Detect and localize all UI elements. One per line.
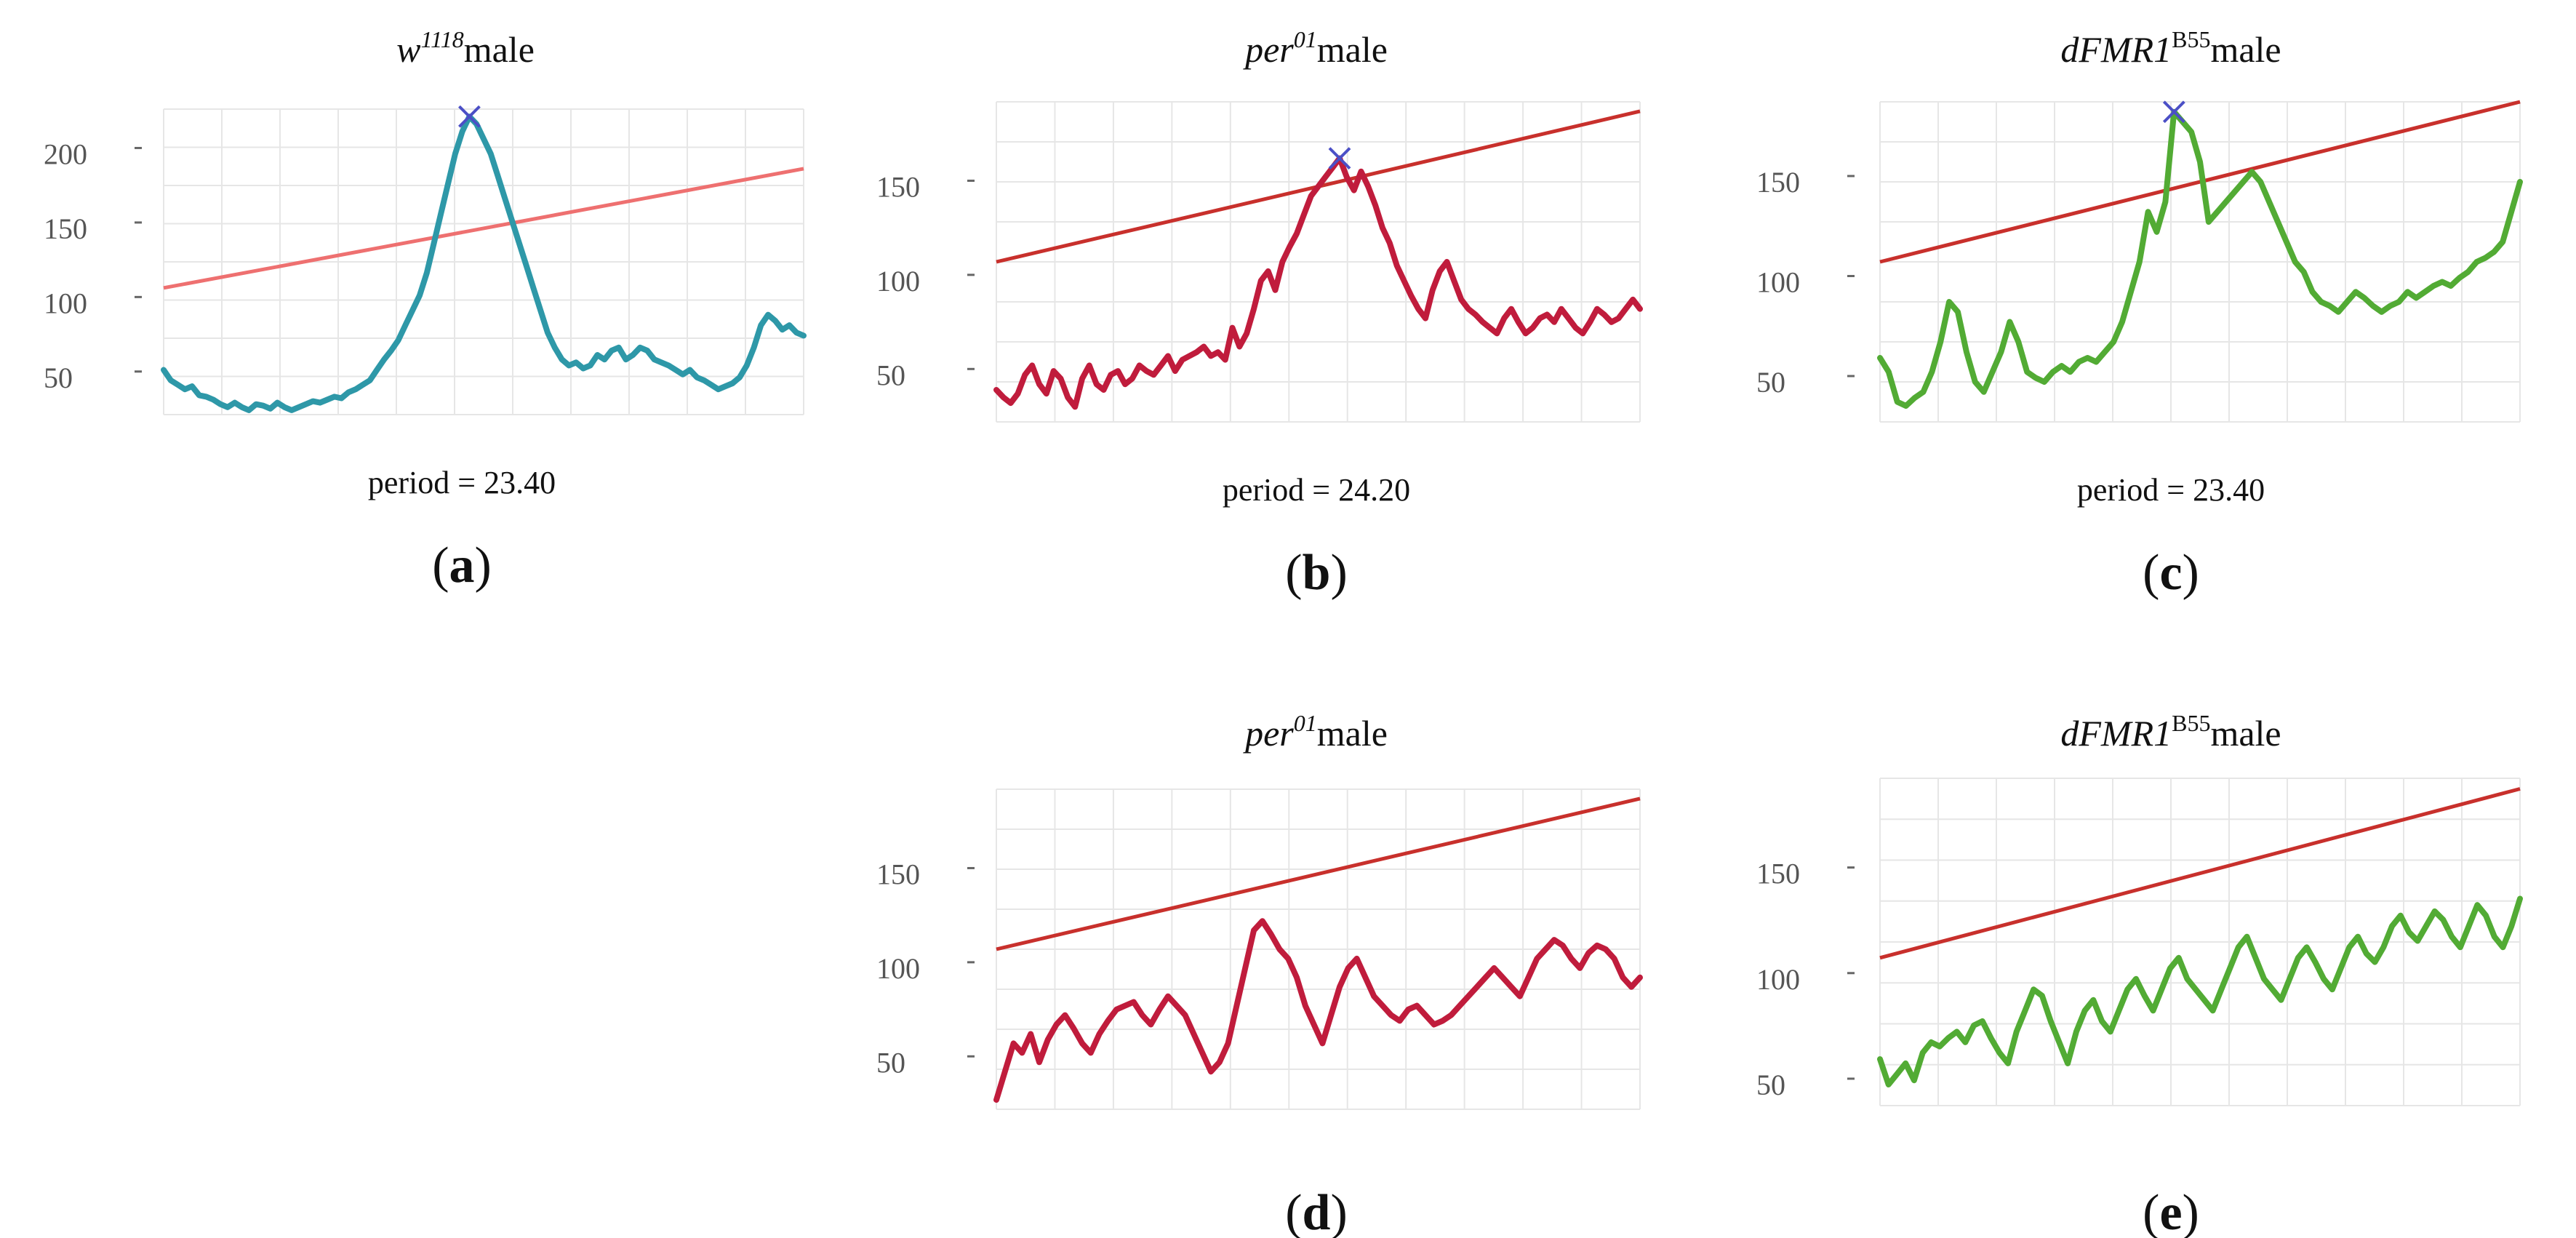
panel-a-y-tick-label: 100 — [44, 287, 87, 319]
panel-a-y-tick-label: 200 — [44, 137, 87, 170]
panel-e-title: dFMR1B55male — [2060, 710, 2281, 754]
panel-e-y-tick-label: 150 — [1756, 858, 1800, 890]
panel-d-y-tick-label: 100 — [876, 952, 920, 985]
panel-e-trend-line — [1879, 787, 2521, 960]
panel-b: per01male 50 100 150 period = 24.20 (b) — [876, 26, 1643, 601]
panel-d-plot: 50 100 150 — [876, 788, 1643, 1110]
panel-a-y-tick-label: 50 — [44, 362, 73, 394]
panel-c: dFMR1B55male 50 100 150 period = 23.40 (c) — [1756, 26, 2523, 601]
panel-a-letter: a — [449, 538, 475, 594]
panel-e-y-tick-label: 100 — [1756, 963, 1800, 996]
panel-e-label: (e) — [2143, 1185, 2199, 1238]
panel-a-title-tail: male — [464, 29, 535, 70]
panel-d-title: per01male — [1243, 710, 1388, 754]
panel-a-title-sup: 1118 — [420, 26, 463, 52]
panel-d: per01male 50 100 150 (d) — [876, 710, 1643, 1238]
panel-b-title-sup: 01 — [1294, 26, 1317, 52]
panel-b-title-tail: male — [1317, 29, 1388, 70]
panel-b-title: per01male — [1243, 26, 1388, 70]
panel-c-y-tick-label: 50 — [1756, 366, 1785, 399]
panel-b-peak-marker — [1328, 147, 1351, 170]
panel-d-letter: d — [1303, 1185, 1331, 1238]
panel-c-y-tick-label: 150 — [1756, 166, 1800, 199]
panel-e-plot: 50 100 150 — [1756, 778, 2523, 1106]
panel-c-letter: c — [2159, 545, 2182, 601]
panel-c-y-tick-label: 100 — [1756, 266, 1800, 299]
panel-a-peak-marker-stroke — [458, 105, 481, 128]
panel-b-y-tick-label: 150 — [876, 170, 920, 203]
panel-c-period: period = 23.40 — [2077, 472, 2265, 508]
panel-d-y-tick-label: 150 — [876, 858, 920, 890]
panel-e-title-sup: B55 — [2172, 710, 2210, 736]
panel-e-title-tail: male — [2210, 713, 2281, 754]
panel-e: dFMR1B55male 50 100 150 (e) — [1756, 710, 2523, 1238]
panel-a-label: (a) — [432, 538, 492, 594]
panel-b-letter: b — [1303, 545, 1331, 601]
panel-d-y-tick-label: 50 — [876, 1046, 905, 1079]
panel-d-trend-line — [996, 796, 1641, 951]
panel-b-y-tick-label: 100 — [876, 265, 920, 297]
panel-c-title-tail: male — [2210, 29, 2281, 70]
panel-e-title-main: dFMR1 — [2060, 713, 2172, 754]
panel-b-label: (b) — [1285, 545, 1348, 601]
panel-d-title-main: per — [1243, 713, 1294, 754]
panel-c-peak-marker-stroke — [2162, 100, 2185, 124]
panel-d-label: (d) — [1285, 1185, 1348, 1238]
panel-a-trend-line — [163, 167, 804, 290]
panel-b-title-main: per — [1243, 29, 1294, 70]
panel-a-peak-marker — [458, 105, 481, 128]
panel-a-y-tick-label: 150 — [44, 212, 87, 245]
panel-d-title-tail: male — [1317, 713, 1388, 754]
panel-a-series-line — [161, 113, 807, 413]
panel-c-title: dFMR1B55male — [2060, 26, 2281, 70]
panel-c-title-main: dFMR1 — [2060, 29, 2172, 70]
panel-a: w1118male 50 100 150 200 period = 23.40 (a) — [44, 26, 807, 594]
panel-c-title-sup: B55 — [2172, 26, 2210, 52]
panel-c-peak-marker — [2162, 100, 2185, 124]
panel-a-title: w1118male — [396, 26, 535, 70]
panel-a-plot: 50 100 150 200 — [44, 105, 807, 415]
panel-d-title-sup: 01 — [1294, 710, 1317, 736]
panel-c-label: (c) — [2143, 545, 2199, 601]
panel-b-peak-marker-stroke — [1328, 147, 1351, 170]
panel-b-plot: 50 100 150 — [876, 101, 1643, 423]
panel-b-y-tick-label: 50 — [876, 359, 905, 391]
panel-c-plot: 50 100 150 — [1756, 100, 2523, 423]
panel-b-period: period = 24.20 — [1223, 472, 1410, 508]
panel-e-series-line — [1877, 895, 2523, 1087]
panel-a-title-main: w — [396, 29, 420, 70]
panel-b-series-line — [993, 155, 1643, 410]
panel-e-y-tick-label: 50 — [1756, 1069, 1785, 1101]
panel-c-series-line — [1877, 108, 2523, 409]
panel-d-series-line — [993, 918, 1643, 1103]
panel-a-period: period = 23.40 — [368, 465, 556, 500]
panel-e-letter: e — [2159, 1185, 2182, 1238]
